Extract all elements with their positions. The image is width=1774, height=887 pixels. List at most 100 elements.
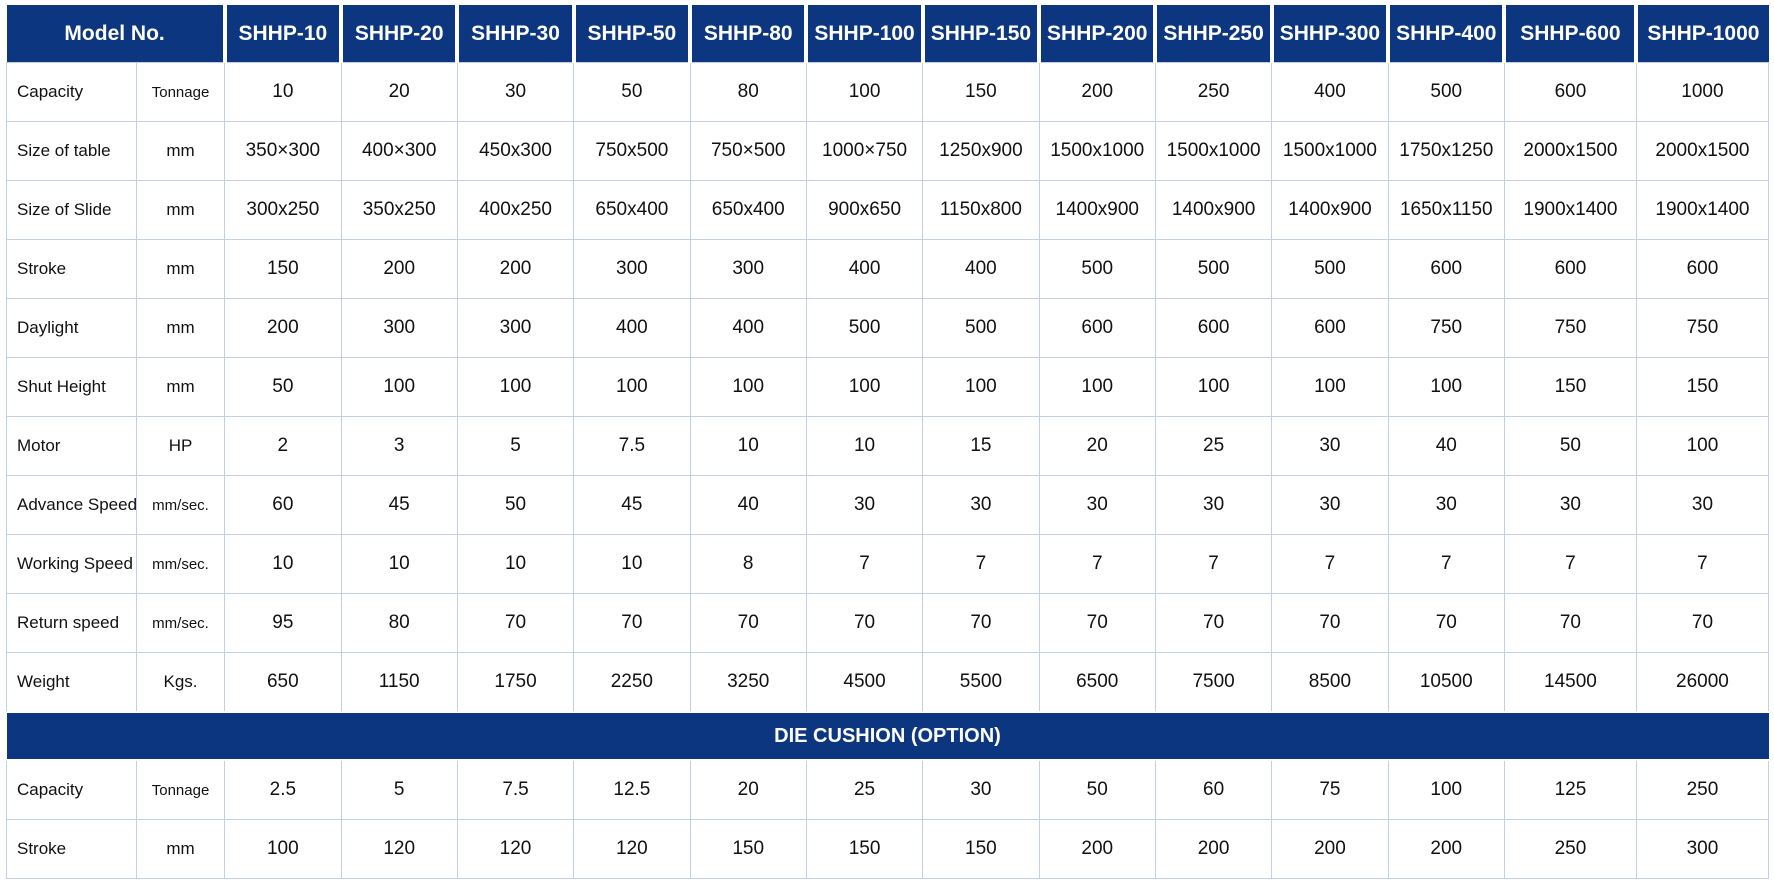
table-row: Return speed mm/sec. 95 80 70 70 70 70 70 70 70 70 7… (6, 593, 1770, 653)
table-row: Motor HP 2 3 5 7.5 10 10 15 20 25 30 40 50 100 (6, 416, 1770, 476)
value-cell: 70 (1387, 593, 1505, 653)
value-cell: 150 (1503, 357, 1637, 417)
value-cell: 50 (1038, 759, 1156, 820)
value-cell: 50 (573, 62, 691, 122)
value-cell: 250 (1503, 819, 1637, 879)
value-cell: 100 (224, 819, 342, 879)
value-cell: 125 (1503, 759, 1637, 820)
value-cell: 1750x1250 (1387, 121, 1505, 181)
table-row: Capacity Tonnage 10 20 30 50 80 100 150 200 250 400… (6, 62, 1770, 122)
value-cell: 8 (689, 534, 807, 594)
value-cell: 750 (1503, 298, 1637, 358)
spec-table: Model No. SHHP-10 SHHP-20 SHHP-30 SHHP-50 SH… (6, 5, 1770, 879)
value-cell: 7 (805, 534, 924, 594)
value-cell: 7 (1271, 534, 1389, 594)
unit-label: mm/sec. (135, 593, 226, 653)
table-row: Working Speed mm/sec. 10 10 10 10 8 7 7 7 7 7 7 7 7 (6, 534, 1770, 594)
value-cell: 600 (1503, 62, 1637, 122)
value-cell: 300 (689, 239, 807, 299)
value-cell: 300 (340, 298, 458, 358)
value-cell: 300 (1635, 819, 1770, 879)
param-label: Size of table (6, 121, 137, 181)
value-cell: 650x400 (573, 180, 691, 240)
param-label: Shut Height (6, 357, 137, 417)
value-cell: 150 (224, 239, 342, 299)
value-cell: 3 (340, 416, 458, 476)
unit-label: mm (135, 357, 226, 417)
value-cell: 25 (805, 759, 924, 820)
param-label: Stroke (6, 239, 137, 299)
value-cell: 1900x1400 (1503, 180, 1637, 240)
value-cell: 30 (1503, 475, 1637, 535)
value-cell: 2 (224, 416, 342, 476)
value-cell: 400 (922, 239, 1040, 299)
value-cell: 5 (456, 416, 575, 476)
model-header-cell: SHHP-30 (455, 5, 574, 63)
value-cell: 30 (1387, 475, 1505, 535)
value-cell: 30 (805, 475, 924, 535)
value-cell: 30 (456, 62, 575, 122)
value-cell: 500 (805, 298, 924, 358)
value-cell: 1250x900 (922, 121, 1040, 181)
value-cell: 750×500 (689, 121, 807, 181)
value-cell: 100 (1387, 357, 1505, 417)
value-cell: 150 (805, 819, 924, 879)
value-cell: 150 (1635, 357, 1770, 417)
value-cell: 7 (1154, 534, 1273, 594)
value-cell: 3250 (689, 652, 807, 713)
model-header-cell: SHHP-150 (920, 5, 1040, 63)
value-cell: 30 (1154, 475, 1273, 535)
unit-label: mm (135, 121, 226, 181)
param-label: Size of Slide (6, 180, 137, 240)
model-header-cell: SHHP-10 (222, 5, 342, 63)
value-cell: 1500x1000 (1154, 121, 1273, 181)
table-row: Size of Slide mm 300x250 350x250 400x250 650x… (6, 180, 1770, 240)
value-cell: 10 (805, 416, 924, 476)
value-cell: 2000x1500 (1635, 121, 1770, 181)
value-cell: 400x250 (456, 180, 575, 240)
value-cell: 200 (1271, 819, 1389, 879)
value-cell: 30 (1271, 416, 1389, 476)
value-cell: 4500 (805, 652, 924, 713)
value-cell: 75 (1271, 759, 1389, 820)
spec-body: Capacity Tonnage 10 20 30 50 80 100 150 200 250 400… (6, 62, 1770, 879)
value-cell: 70 (922, 593, 1040, 653)
value-cell: 7 (922, 534, 1040, 594)
value-cell: 150 (689, 819, 807, 879)
value-cell: 5500 (922, 652, 1040, 713)
value-cell: 10 (224, 534, 342, 594)
value-cell: 750 (1387, 298, 1505, 358)
value-cell: 400 (573, 298, 691, 358)
value-cell: 200 (456, 239, 575, 299)
value-cell: 80 (689, 62, 807, 122)
value-cell: 150 (922, 62, 1040, 122)
value-cell: 900x650 (805, 180, 924, 240)
value-cell: 30 (1635, 475, 1770, 535)
value-cell: 70 (573, 593, 691, 653)
value-cell: 45 (340, 475, 458, 535)
value-cell: 1900x1400 (1635, 180, 1770, 240)
value-cell: 300 (456, 298, 575, 358)
value-cell: 500 (922, 298, 1040, 358)
value-cell: 1150 (340, 652, 458, 713)
value-cell: 7 (1503, 534, 1637, 594)
param-label: Daylight (6, 298, 137, 358)
value-cell: 120 (573, 819, 691, 879)
value-cell: 5 (340, 759, 458, 820)
value-cell: 100 (340, 357, 458, 417)
value-cell: 300 (573, 239, 691, 299)
model-header-cell: SHHP-400 (1386, 5, 1505, 63)
value-cell: 100 (1038, 357, 1156, 417)
value-cell: 30 (922, 759, 1040, 820)
unit-label: mm/sec. (135, 475, 226, 535)
model-no-header: Model No. (6, 5, 225, 63)
value-cell: 70 (1154, 593, 1273, 653)
value-cell: 1750 (456, 652, 575, 713)
value-cell: 70 (1271, 593, 1389, 653)
value-cell: 40 (689, 475, 807, 535)
value-cell: 1500x1000 (1271, 121, 1389, 181)
section-row: DIE CUSHION (OPTION) (6, 711, 1769, 761)
value-cell: 100 (1387, 759, 1505, 820)
unit-label: Tonnage (135, 62, 226, 122)
value-cell: 100 (922, 357, 1040, 417)
